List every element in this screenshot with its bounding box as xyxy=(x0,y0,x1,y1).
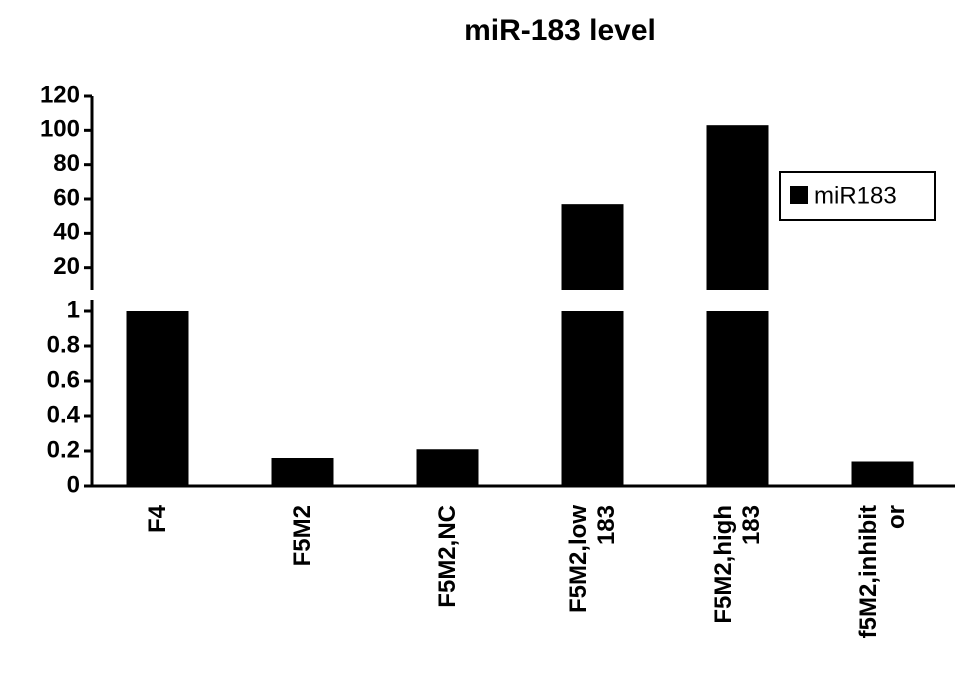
bar xyxy=(271,458,334,486)
y-tick-label: 80 xyxy=(53,150,80,177)
x-tick-label: F5M2 xyxy=(288,505,316,567)
bar xyxy=(416,449,479,486)
y-tick-label: 20 xyxy=(53,253,80,280)
x-tick-label: F5M2,low 183 xyxy=(564,505,620,614)
bar-upper xyxy=(706,125,769,290)
y-tick-label: 1 xyxy=(67,296,80,323)
x-tick-label: f5M2,inhibit or xyxy=(854,505,910,639)
legend-label: miR183 xyxy=(814,182,897,209)
y-tick-label: 0 xyxy=(67,471,80,498)
y-tick-label: 0.4 xyxy=(47,401,81,428)
y-tick-label: 0.8 xyxy=(47,331,80,358)
x-tick-label: F5M2,NC xyxy=(433,505,461,608)
bar xyxy=(851,461,914,486)
bar-upper xyxy=(561,204,624,290)
chart-title: miR-183 level xyxy=(464,14,656,47)
bar xyxy=(126,311,189,486)
y-tick-label: 60 xyxy=(53,184,80,211)
x-tick-label: F4 xyxy=(143,505,171,534)
y-tick-label: 100 xyxy=(40,116,80,143)
y-tick-label: 120 xyxy=(40,81,80,108)
y-tick-label: 40 xyxy=(53,219,80,246)
y-tick-label: 0.6 xyxy=(47,366,80,393)
bar xyxy=(706,311,769,486)
legend-swatch xyxy=(790,186,808,204)
x-tick-label: F5M2,high 183 xyxy=(709,505,765,624)
bar xyxy=(561,311,624,486)
y-tick-label: 0.2 xyxy=(47,436,80,463)
